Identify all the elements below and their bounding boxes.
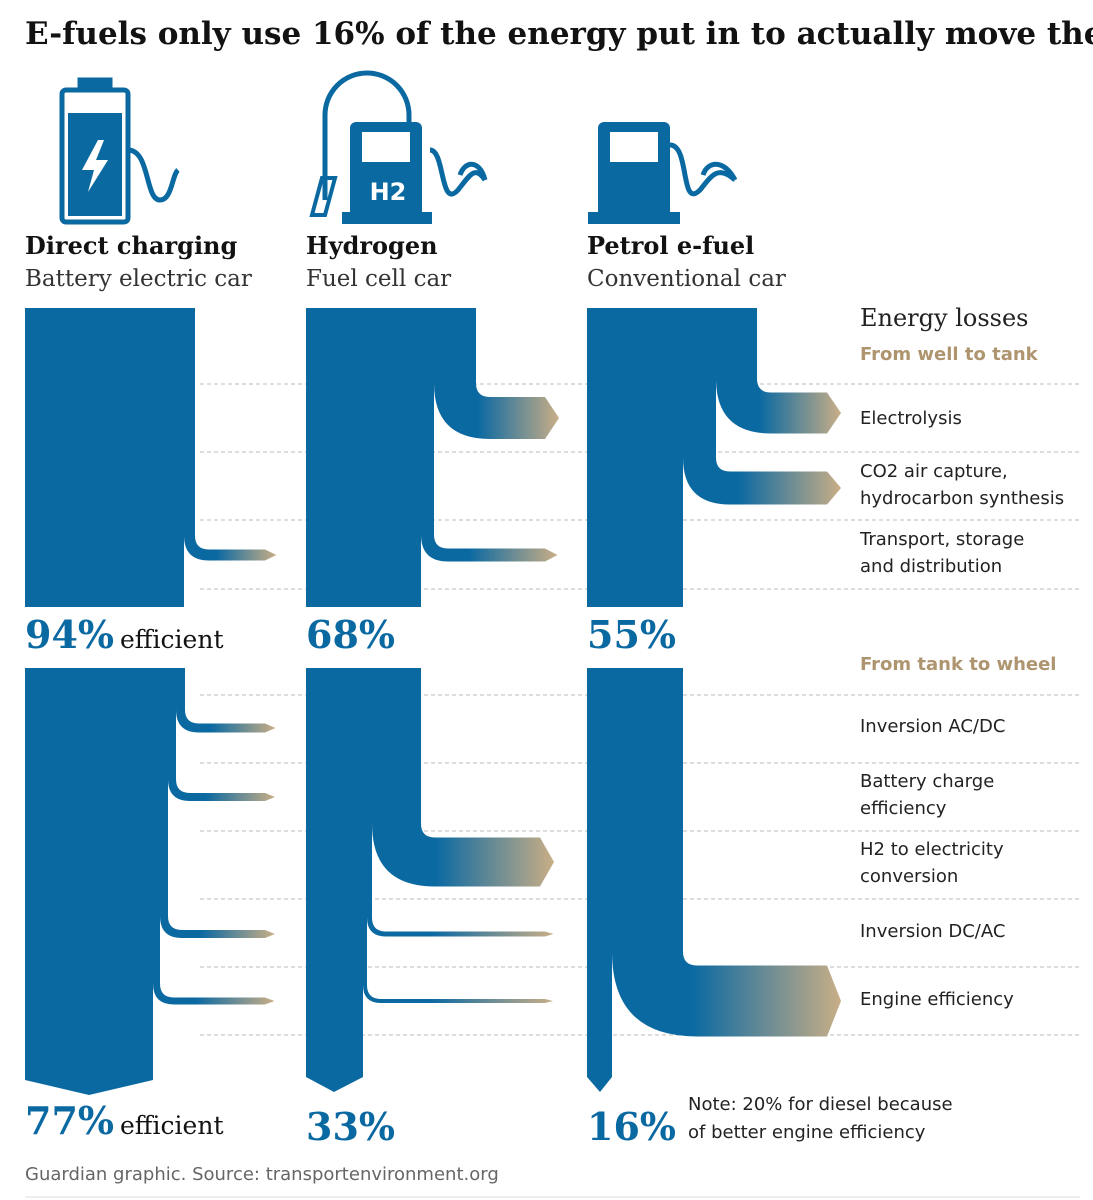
column-subheading: Fuel cell car (306, 266, 451, 292)
column-heading: Hydrogen (306, 231, 438, 260)
result: 55% (587, 612, 676, 657)
energy-stem (306, 668, 421, 1092)
result-value: 68% (306, 612, 395, 657)
result-suffix: efficient (120, 625, 224, 654)
hydrogen-icon (322, 70, 488, 200)
energy-stem (306, 308, 476, 607)
note: of better engine efficiency (688, 1122, 926, 1143)
loss-branch (372, 823, 554, 887)
result-value: 77% (25, 1098, 114, 1143)
loss-branch (434, 383, 559, 439)
legend-title: Energy losses (860, 304, 1028, 332)
column-subheading: Battery electric car (25, 266, 252, 292)
result: 33% (306, 1104, 395, 1149)
h2-hose (309, 176, 338, 217)
result: 16% (587, 1104, 676, 1149)
result-value: 94% (25, 612, 114, 657)
legend-item: Inversion AC/DC (860, 716, 1005, 737)
petrol-hose (669, 142, 738, 196)
legend-item: H2 to electricity (860, 839, 1004, 860)
result-suffix: efficient (120, 1111, 224, 1140)
flows (25, 308, 841, 1095)
title: E-fuels only use 16% of the energy put i… (25, 16, 1093, 52)
source: Guardian graphic. Source: transportenvir… (25, 1164, 499, 1185)
column-heading: Direct charging (25, 231, 238, 260)
note: Note: 20% for diesel because (688, 1094, 953, 1115)
legend-item: Electrolysis (860, 408, 962, 429)
petrol-screen (610, 132, 658, 162)
legend-item: hydrocarbon synthesis (860, 488, 1064, 509)
loss-branch (683, 457, 841, 505)
icon-label: H2 (370, 178, 407, 206)
result-value: 16% (587, 1104, 676, 1149)
loss-branch (612, 951, 841, 1037)
h2-screen (362, 132, 410, 162)
energy-stem (587, 308, 757, 607)
legend-item: Inversion DC/AC (860, 921, 1005, 942)
legend-item: Engine efficiency (860, 989, 1014, 1010)
loss-branch (421, 534, 558, 562)
legend-item: Transport, storage (859, 529, 1024, 550)
result: 68% (306, 612, 395, 657)
result: 94% efficient (25, 612, 224, 657)
legend-item: conversion (860, 866, 958, 887)
column-subheading: Conventional car (587, 266, 786, 292)
legend-item: and distribution (860, 556, 1002, 577)
petrol-base (588, 212, 680, 224)
loss-branch (367, 917, 554, 937)
column-heading: Petrol e-fuel (587, 231, 754, 260)
energy-stem (25, 308, 195, 607)
loss-branch (153, 983, 275, 1005)
loss-branch (176, 709, 276, 733)
h2-base (342, 212, 432, 224)
loss-branch (716, 378, 841, 434)
result: 77% efficient (25, 1098, 224, 1143)
legend-item: efficiency (860, 798, 947, 819)
result-value: 55% (587, 612, 676, 657)
loss-branch (363, 985, 553, 1003)
result-value: 33% (306, 1104, 395, 1149)
energy-stem (25, 668, 185, 1095)
section-title: From well to tank (860, 344, 1039, 365)
legend-item: CO2 air capture, (860, 461, 1008, 482)
loss-branch (184, 535, 277, 561)
legend-item: Battery charge (860, 771, 994, 792)
section-title: From tank to wheel (860, 654, 1056, 675)
battery-icon (59, 77, 180, 225)
energy-stem (587, 668, 683, 1092)
loss-branch (160, 916, 275, 938)
loss-branch (168, 779, 275, 801)
bolt (82, 140, 108, 192)
